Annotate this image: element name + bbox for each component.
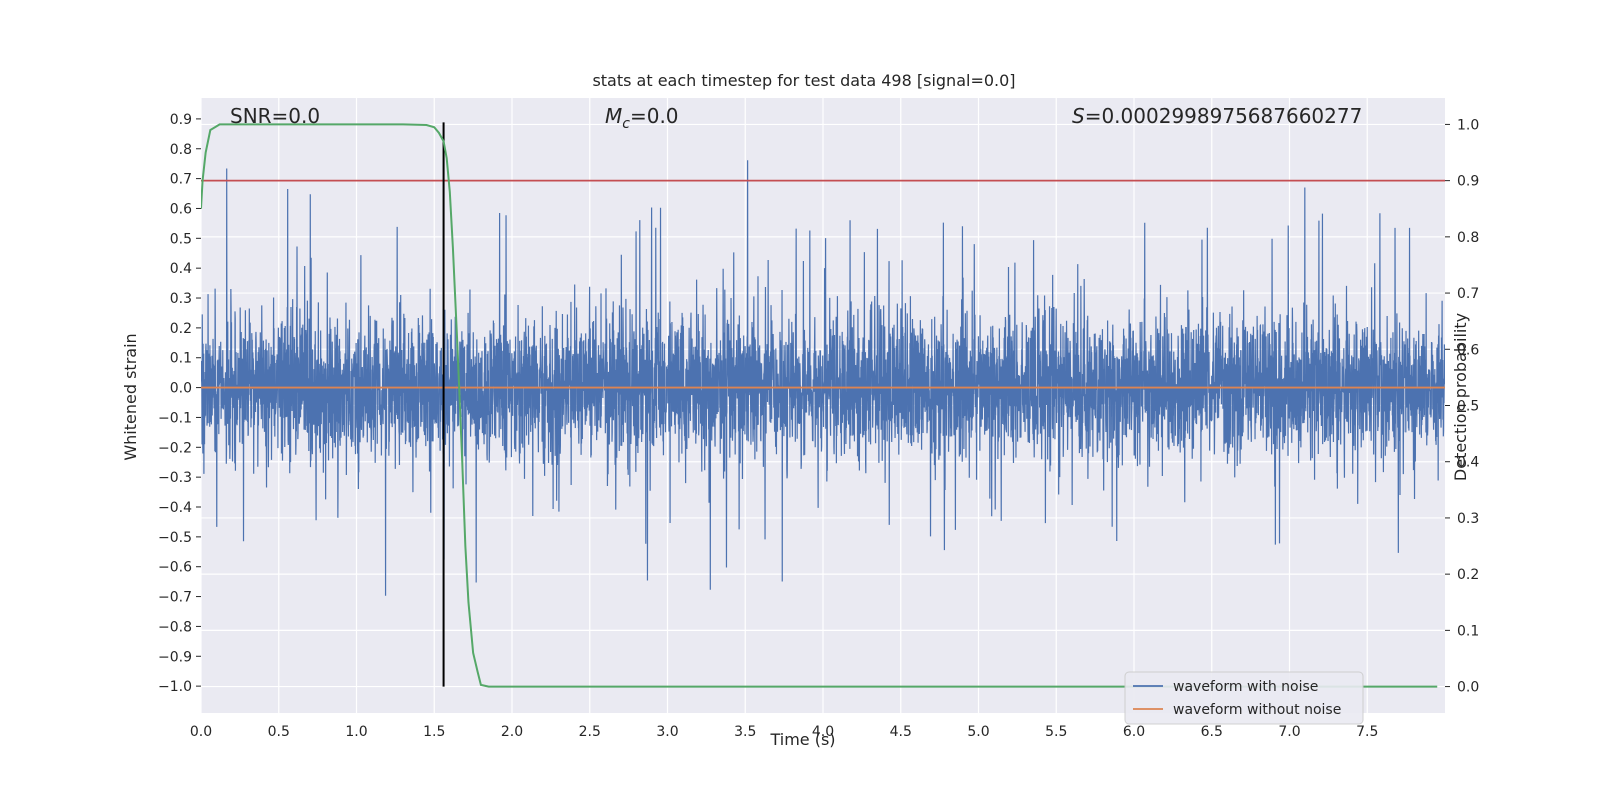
y-left-tick-label: 0.8 — [170, 142, 192, 158]
y-left-axis-label: Whitened strain — [121, 333, 140, 460]
x-tick-label: 3.5 — [734, 724, 756, 740]
x-tick-label: 7.5 — [1356, 724, 1378, 740]
y-left-tick-label: −0.2 — [158, 440, 192, 456]
x-tick-label: 1.0 — [345, 724, 367, 740]
y-left-tick-label: 0.9 — [170, 112, 192, 128]
y-left-tick-label: −0.8 — [158, 619, 192, 635]
y-left-tick-label: 0.1 — [170, 351, 192, 367]
x-tick-label: 2.0 — [501, 724, 523, 740]
x-tick-label: 4.5 — [890, 724, 912, 740]
y-right-tick-label: 0.9 — [1457, 174, 1479, 190]
x-tick-label: 0.0 — [190, 724, 212, 740]
y-right-tick-label: 0.1 — [1457, 623, 1479, 639]
x-tick-label: 6.5 — [1201, 724, 1223, 740]
y-right-tick-label: 1.0 — [1457, 117, 1479, 133]
legend-label-waveform-with-noise: waveform with noise — [1173, 679, 1318, 695]
y-right-tick-label: 0.2 — [1457, 567, 1479, 583]
y-right-tick-label: 0.6 — [1457, 342, 1479, 358]
x-tick-label: 7.0 — [1278, 724, 1300, 740]
x-tick-label: 5.0 — [967, 724, 989, 740]
y-left-tick-label: 0.5 — [170, 231, 192, 247]
y-left-tick-label: 0.2 — [170, 321, 192, 337]
legend-label-waveform-without-noise: waveform without noise — [1173, 702, 1341, 718]
y-right-tick-label: 0.4 — [1457, 455, 1479, 471]
y-left-tick-label: 0.0 — [170, 381, 192, 397]
y-left-tick-label: −0.5 — [158, 530, 192, 546]
series-waveform-with-noise — [201, 160, 1445, 596]
x-axis-ticks: 0.0 0.5 1.0 1.5 2.0 2.5 3.0 3.5 4.0 4.5 5.0 5.5 6.0 6… — [190, 724, 1379, 740]
x-tick-label: 2.5 — [579, 724, 601, 740]
s-symbol: S — [1072, 104, 1085, 128]
x-tick-label: 4.0 — [812, 724, 834, 740]
x-axis-label: Time (s) — [769, 730, 835, 749]
series-detection-probability — [201, 123, 1438, 688]
x-tick-label: 6.0 — [1123, 724, 1145, 740]
y-right-axis-ticks: 1.0 0.9 0.8 0.7 0.6 0.5 0.4 0.3 0.2 0.1 0.0 — [1445, 117, 1479, 696]
snr-annotation: SNR=0.0 — [230, 104, 320, 128]
y-right-tick-label: 0.0 — [1457, 680, 1479, 696]
y-left-tick-label: −1.0 — [158, 679, 192, 695]
y-right-axis-label: Detection probability — [1451, 313, 1470, 481]
y-right-tick-label: 0.7 — [1457, 286, 1479, 302]
x-tick-label: 0.5 — [268, 724, 290, 740]
chirp-mass-annotation: Mc=0.0 — [605, 104, 679, 132]
y-left-axis-ticks: 0.9 0.8 0.7 0.6 0.5 0.4 0.3 0.2 0.1 0.0 −0.1 −0.2 −0… — [158, 112, 201, 695]
y-left-tick-label: −0.7 — [158, 590, 192, 606]
y-left-tick-label: −0.3 — [158, 470, 192, 486]
y-right-tick-label: 0.3 — [1457, 511, 1479, 527]
y-left-tick-label: 0.4 — [170, 261, 192, 277]
chirp-mass-value: =0.0 — [630, 104, 679, 128]
x-tick-label: 5.5 — [1045, 724, 1067, 740]
y-left-tick-label: 0.7 — [170, 172, 192, 188]
s-annotation: S=0.0002998975687660277 — [1072, 104, 1362, 128]
chirp-mass-symbol: M — [605, 104, 622, 128]
y-left-tick-label: −0.9 — [158, 649, 192, 665]
s-value: =0.0002998975687660277 — [1085, 104, 1363, 128]
y-right-tick-label: 0.8 — [1457, 230, 1479, 246]
y-left-tick-label: −0.1 — [158, 410, 192, 426]
y-left-tick-label: −0.4 — [158, 500, 192, 516]
x-tick-label: 1.5 — [423, 724, 445, 740]
y-left-tick-label: −0.6 — [158, 560, 192, 576]
y-right-tick-label: 0.5 — [1457, 399, 1479, 415]
chart-title: stats at each timestep for test data 498… — [592, 71, 1015, 90]
legend-box — [1124, 671, 1364, 725]
x-tick-label: 3.0 — [656, 724, 678, 740]
legend: waveform with noise waveform without noi… — [1124, 671, 1364, 725]
y-left-tick-label: 0.6 — [170, 201, 192, 217]
y-left-tick-label: 0.3 — [170, 291, 192, 307]
chirp-mass-subscript: c — [622, 116, 630, 132]
